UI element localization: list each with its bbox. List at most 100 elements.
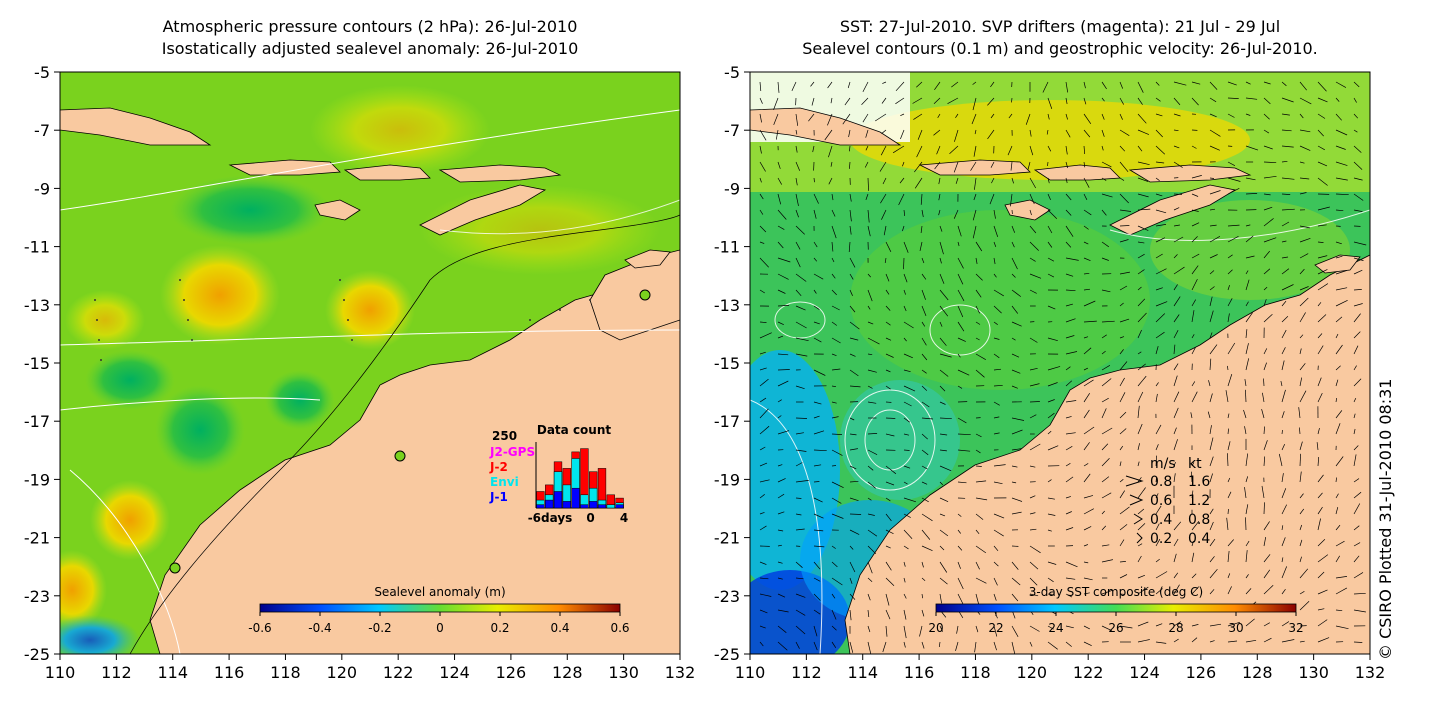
velocity-vector	[1155, 346, 1159, 355]
velocity-vector	[1119, 113, 1123, 120]
velocity-vector	[1191, 573, 1197, 579]
y-tick-label: -19	[714, 470, 740, 489]
velocity-vector	[831, 481, 844, 489]
velocity-vector	[773, 113, 779, 126]
velocity-vector	[1317, 302, 1322, 307]
velocity-vector	[903, 321, 914, 329]
velocity-vector	[1119, 561, 1126, 563]
velocity-vector	[957, 385, 963, 389]
velocity-vector	[885, 433, 895, 437]
velocity-vector	[795, 497, 802, 499]
velocity-vector	[813, 193, 819, 204]
velocity-vector	[920, 193, 923, 205]
velocity-vector	[813, 241, 818, 248]
velocity-vector	[885, 241, 892, 253]
velocity-vector	[1155, 505, 1162, 515]
velocity-vector	[1137, 621, 1149, 627]
velocity-vector	[1281, 221, 1290, 227]
velocity-vector	[1191, 381, 1196, 387]
velocity-vector	[939, 241, 944, 255]
velocity-vector	[1281, 429, 1283, 435]
velocity-vector	[1173, 296, 1181, 307]
velocity-vector	[1227, 269, 1233, 275]
velocity-vector	[947, 97, 959, 105]
velocity-vector	[885, 481, 895, 486]
velocity-vector	[848, 129, 851, 138]
velocity-vector	[921, 321, 926, 327]
velocity-vector	[1299, 177, 1310, 180]
histogram-bar	[562, 501, 571, 509]
velocity-vector	[867, 337, 880, 345]
velocity-vector	[993, 577, 998, 586]
velocity-vector	[1262, 392, 1265, 403]
velocity-vector	[1029, 414, 1037, 419]
velocity-vector	[1263, 426, 1265, 435]
x-tick-label: 128	[1242, 663, 1273, 682]
histogram-bar	[615, 504, 624, 509]
velocity-vector	[777, 193, 782, 205]
velocity-vector	[1029, 273, 1042, 279]
velocity-vector	[1281, 639, 1295, 643]
velocity-vector	[1101, 525, 1107, 531]
y-tick-label: -15	[24, 354, 50, 373]
velocity-vector	[975, 497, 988, 501]
velocity-vector	[849, 561, 856, 573]
velocity-vector	[861, 97, 869, 105]
velocity-vector	[1065, 193, 1072, 201]
velocity-vector	[921, 497, 929, 503]
velocity-vector	[1155, 161, 1165, 164]
velocity-vector	[921, 513, 933, 522]
velocity-vector	[1227, 508, 1229, 515]
anomaly-colorbar-ticks: -0.6 -0.4 -0.2 0 0.2 0.4 0.6	[248, 612, 630, 635]
velocity-vector	[1209, 190, 1221, 195]
velocity-vector	[1209, 425, 1212, 435]
velocity-vector	[1317, 392, 1323, 403]
velocity-vector	[1278, 453, 1283, 467]
colorbar-tick-label: 20	[928, 621, 943, 635]
x-tick-label: 118	[960, 663, 991, 682]
velocity-vector	[957, 321, 965, 332]
velocity-vector	[882, 177, 887, 185]
velocity-vector	[1317, 269, 1328, 275]
velocity-key-kt: 1.2	[1188, 493, 1210, 509]
velocity-vector	[1011, 625, 1019, 637]
velocity-vector	[795, 193, 799, 206]
velocity-vector	[1263, 348, 1268, 355]
histogram-title: Data count	[537, 423, 612, 437]
velocity-vector	[1083, 393, 1090, 403]
velocity-vector	[1227, 313, 1230, 323]
velocity-vector	[993, 593, 997, 601]
velocity-vector	[938, 177, 941, 185]
colorbar-tick-label: 0.6	[610, 621, 629, 635]
velocity-vector	[885, 609, 891, 620]
left-title-line2: Isostatically adjusted sealevel anomaly:…	[161, 39, 579, 58]
velocity-vector	[939, 481, 944, 486]
velocity-vector	[1137, 461, 1140, 467]
velocity-vector	[1155, 193, 1163, 197]
gauge-marker-broome	[639, 289, 651, 301]
velocity-vector	[1155, 113, 1163, 117]
velocity-vector	[1281, 557, 1284, 563]
java-island-right	[750, 107, 902, 146]
velocity-vector	[1047, 497, 1055, 500]
velocity-vector	[1083, 409, 1090, 419]
velocity-vector	[1029, 145, 1034, 156]
velocity-vector	[1137, 443, 1140, 451]
velocity-vector	[1335, 555, 1341, 563]
colorbar-tick-label: 24	[1048, 621, 1063, 635]
velocity-vector	[830, 97, 833, 104]
velocity-vector	[1137, 543, 1143, 547]
velocity-vector	[1245, 588, 1252, 595]
velocity-vector	[777, 493, 785, 499]
velocity-vector	[1029, 593, 1039, 597]
velocity-vector	[939, 273, 945, 284]
velocity-vector	[759, 397, 767, 403]
velocity-vector	[1119, 336, 1125, 339]
velocity-vector	[777, 257, 791, 263]
velocity-vector	[1281, 240, 1287, 243]
velocity-vector	[1281, 268, 1290, 275]
velocity-vector	[1209, 358, 1212, 371]
velocity-vector	[1353, 592, 1366, 595]
velocity-vector	[993, 321, 998, 325]
